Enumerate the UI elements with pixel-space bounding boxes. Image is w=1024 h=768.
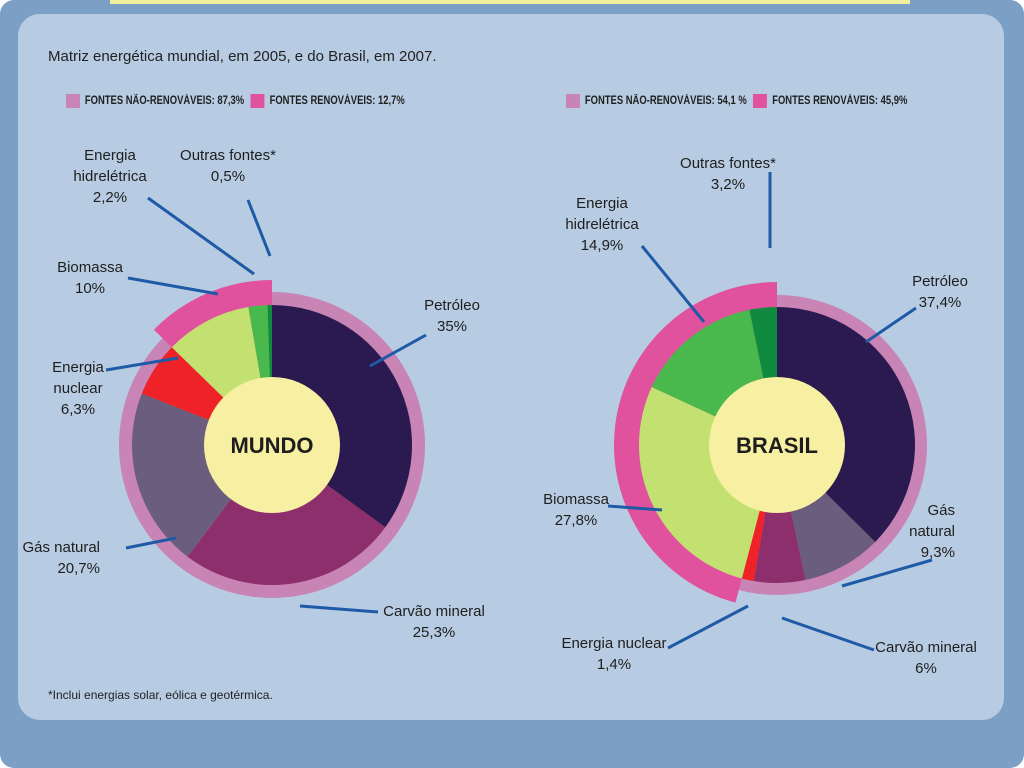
- slice-carvao: [187, 445, 386, 585]
- leader-line-biomassa: [607, 504, 663, 512]
- leader-line-nuclear: [667, 604, 749, 650]
- data-label-gas: Gás natural 9,3%: [909, 502, 955, 561]
- data-label-hidro: Energia hidrelétrica 14,9%: [565, 195, 639, 254]
- leader-line-carvao: [781, 616, 875, 652]
- data-label-petroleo: Petróleo 37,4%: [912, 273, 968, 311]
- legend-swatch-nonrenewable: [66, 94, 80, 108]
- center-label: BRASIL: [736, 433, 818, 458]
- top-accent-line: [110, 0, 910, 4]
- legend-nonrenewable-brasil: FONTES NÃO-RENOVÁVEIS: 54,1 %: [584, 95, 747, 107]
- data-label-carvao: Carvão mineral 6%: [875, 639, 977, 677]
- data-label-carvao: Carvão mineral 25,3%: [383, 603, 485, 641]
- leader-line-outras: [246, 199, 272, 257]
- legend-nonrenewable-mundo: FONTES NÃO-RENOVÁVEIS: 87,3%: [84, 95, 245, 107]
- data-label-biomassa: Biomassa 10%: [57, 259, 124, 297]
- footnote: *Inclui energias solar, eólica e geotérm…: [48, 688, 273, 702]
- data-label-outras: Outras fontes* 3,2%: [680, 155, 776, 193]
- data-label-petroleo: Petróleo 35%: [424, 297, 480, 335]
- center-disc: [709, 377, 845, 513]
- legend-swatch-nonrenewable: [566, 94, 580, 108]
- data-label-outras: Outras fontes* 0,5%: [180, 147, 276, 185]
- slice-carvao: [753, 445, 806, 583]
- data-label-biomassa: Biomassa 27,8%: [543, 491, 610, 529]
- legend-swatch-renewable: [250, 94, 265, 108]
- slice-petroleo: [777, 307, 915, 542]
- leader-line-hidro: [147, 196, 255, 276]
- legend-renewable-brasil: FONTES RENOVÁVEIS: 45,9%: [772, 95, 908, 107]
- legend-brasil: FONTES NÃO-RENOVÁVEIS: 54,1 % FONTES REN…: [566, 94, 907, 108]
- leader-line-biomassa: [127, 276, 219, 296]
- legend-swatch-renewable: [753, 94, 768, 108]
- data-label-nuclear: Energia nuclear 1,4%: [561, 635, 666, 673]
- data-label-hidro: Energia hidrelétrica 2,2%: [73, 147, 147, 206]
- center-disc: [204, 377, 340, 513]
- data-label-nuclear: Energia nuclear 6,3%: [52, 359, 104, 418]
- legend-renewable-mundo: FONTES RENOVÁVEIS: 12,7%: [269, 95, 405, 107]
- data-label-gas: Gás natural 20,7%: [22, 539, 100, 577]
- legend-mundo: FONTES NÃO-RENOVÁVEIS: 87,3% FONTES RENO…: [66, 94, 405, 108]
- leader-line-gas: [841, 558, 933, 588]
- leader-line-gas: [125, 536, 177, 550]
- center-label: MUNDO: [230, 433, 313, 458]
- leader-line-petroleo: [865, 306, 917, 344]
- chart-title: Matriz energética mundial, em 2005, e do…: [48, 48, 437, 65]
- leader-line-petroleo: [369, 333, 427, 368]
- leader-line-carvao: [299, 604, 379, 614]
- leader-line-hidro: [640, 245, 706, 323]
- leader-line-nuclear: [105, 356, 179, 372]
